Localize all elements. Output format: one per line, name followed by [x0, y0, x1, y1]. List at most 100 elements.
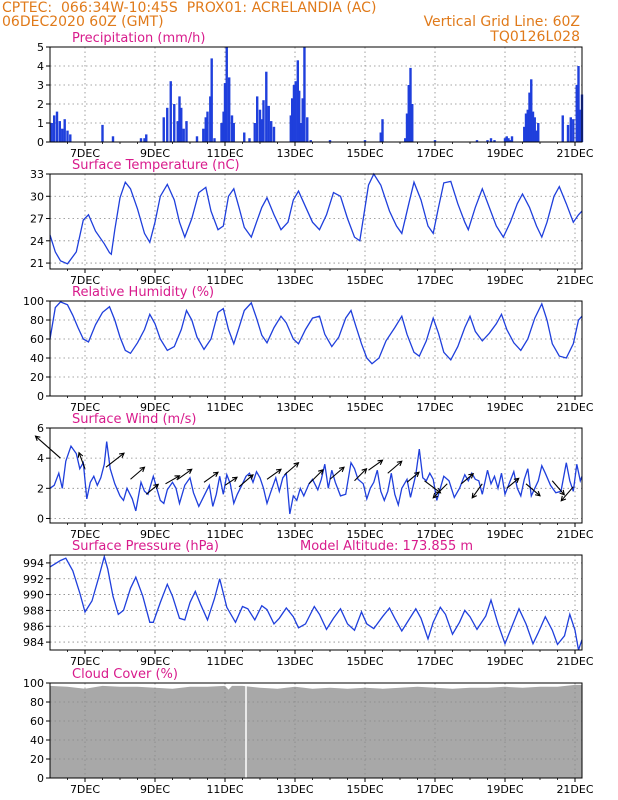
wind-arrow-icon [525, 483, 541, 497]
precip-bar [173, 104, 176, 142]
y-tick-label: 20 [30, 753, 44, 766]
precip-bar [210, 58, 213, 142]
precip-bar [166, 107, 169, 142]
wind-arrowhead-icon [139, 466, 146, 473]
precip-bar [228, 77, 231, 142]
x-tick-label: 19DEC [486, 783, 523, 796]
precip-bar [213, 138, 216, 142]
y-tick-label: 984 [23, 636, 44, 649]
precip-bar [524, 113, 528, 142]
precip-bar [209, 96, 212, 142]
wind-arrow-icon [368, 459, 383, 471]
precip-bar [299, 123, 303, 142]
wind-arrowhead-icon [559, 489, 565, 496]
wind-arrow-icon [406, 471, 420, 483]
x-tick-label: 21DEC [556, 783, 593, 796]
y-tick-label: 3 [37, 79, 44, 92]
y-tick-label: 80 [30, 696, 44, 709]
precip-bar [225, 47, 228, 142]
pres-series-line [49, 554, 583, 651]
precip-bar [535, 130, 538, 142]
wind-arrow-icon [432, 483, 448, 499]
precip-bar [220, 123, 223, 142]
precip-bar [69, 134, 72, 142]
x-tick-label: 17DEC [416, 528, 453, 541]
y-tick-label: 60 [30, 715, 44, 728]
precip-bar [143, 138, 146, 142]
wind-arrowhead-icon [560, 495, 567, 502]
precip-bar [572, 119, 575, 142]
wind-arrowhead-icon [34, 435, 41, 442]
precip-title: Precipitation (mm/h) [72, 31, 205, 46]
x-tick-label: 13DEC [276, 401, 313, 414]
x-tick-label: 7DEC [70, 783, 100, 796]
rh-title: Relative Humidity (%) [72, 285, 214, 300]
y-tick-label: 0 [37, 772, 44, 785]
wind-arrow-icon [177, 468, 193, 480]
wind-arrow-icon [266, 468, 282, 480]
wind-arrow-icon [35, 435, 61, 459]
precip-bar [262, 100, 265, 142]
wind-arrow-icon [284, 462, 299, 476]
wind-arrow-icon [424, 480, 441, 494]
y-tick-label: 0 [37, 390, 44, 403]
wind-arrowhead-icon [77, 451, 84, 458]
precip-bar [206, 111, 209, 142]
y-tick-label: 100 [23, 295, 44, 308]
header-line1: CPTEC: 066:34W-10:45S PROX01: ACRELANDIA… [2, 0, 377, 16]
cloud-panel: 0 20 40 60 80 100 7DEC 9DEC 11DEC 13DEC 15DEC 17DEC… [23, 667, 594, 796]
x-tick-label: 9DEC [140, 147, 170, 160]
precip-bar [145, 134, 148, 142]
wind-arrowhead-icon [471, 492, 477, 499]
wind-arrow-icon [130, 466, 145, 480]
wind-arrow-icon [238, 474, 254, 488]
x-tick-label: 13DEC [276, 655, 313, 668]
precip-bar [176, 121, 179, 142]
precip-bar [139, 138, 143, 142]
precip-bar [530, 79, 533, 142]
precip-bar [294, 81, 297, 142]
panel-frame [49, 427, 583, 524]
y-tick-label: 20 [30, 371, 44, 384]
precip-bar [531, 111, 535, 142]
x-tick-label: 7DEC [70, 401, 100, 414]
wind-arrowhead-icon [534, 490, 541, 497]
precip-bar [510, 136, 514, 142]
x-tick-label: 11DEC [206, 274, 243, 287]
precip-bar [509, 140, 512, 142]
precip-bar [537, 123, 540, 142]
wind-arrow-icon [203, 471, 219, 483]
precip-bar [528, 92, 531, 142]
precip-bar [298, 90, 301, 142]
wind-arrowhead-icon [275, 468, 282, 475]
precip-bar [292, 85, 296, 142]
precip-bar [260, 119, 263, 142]
wind-arrow-icon [308, 469, 324, 485]
x-tick-label: 21DEC [556, 274, 593, 287]
x-tick-label: 17DEC [416, 274, 453, 287]
precip-bar [503, 138, 507, 142]
precip-bar [486, 140, 489, 142]
wind-arrowhead-icon [118, 452, 125, 459]
x-tick-label: 17DEC [416, 401, 453, 414]
x-tick-label: 11DEC [206, 783, 243, 796]
precip-bar [577, 66, 580, 142]
x-tick-label: 21DEC [556, 528, 593, 541]
precip-bar [569, 117, 572, 142]
precip-bar [328, 140, 332, 142]
y-tick-label: 4 [37, 60, 44, 73]
precip-bar [475, 140, 479, 142]
temp-panel: 21 24 27 30 33 7DEC 9DEC 11DEC 13DEC 15DEC 17DEC 19… [30, 158, 594, 287]
wind-series-line [49, 441, 583, 515]
precip-bar [407, 85, 410, 142]
wind-arrowhead-icon [293, 461, 300, 468]
precip-bar [579, 109, 582, 142]
x-tick-label: 21DEC [556, 655, 593, 668]
y-tick-label: 4 [37, 452, 44, 465]
precip-bar [169, 81, 172, 142]
precip-bar [505, 136, 508, 142]
wind-arrows [34, 435, 574, 502]
x-tick-label: 13DEC [276, 783, 313, 796]
precip-bar [232, 123, 235, 142]
